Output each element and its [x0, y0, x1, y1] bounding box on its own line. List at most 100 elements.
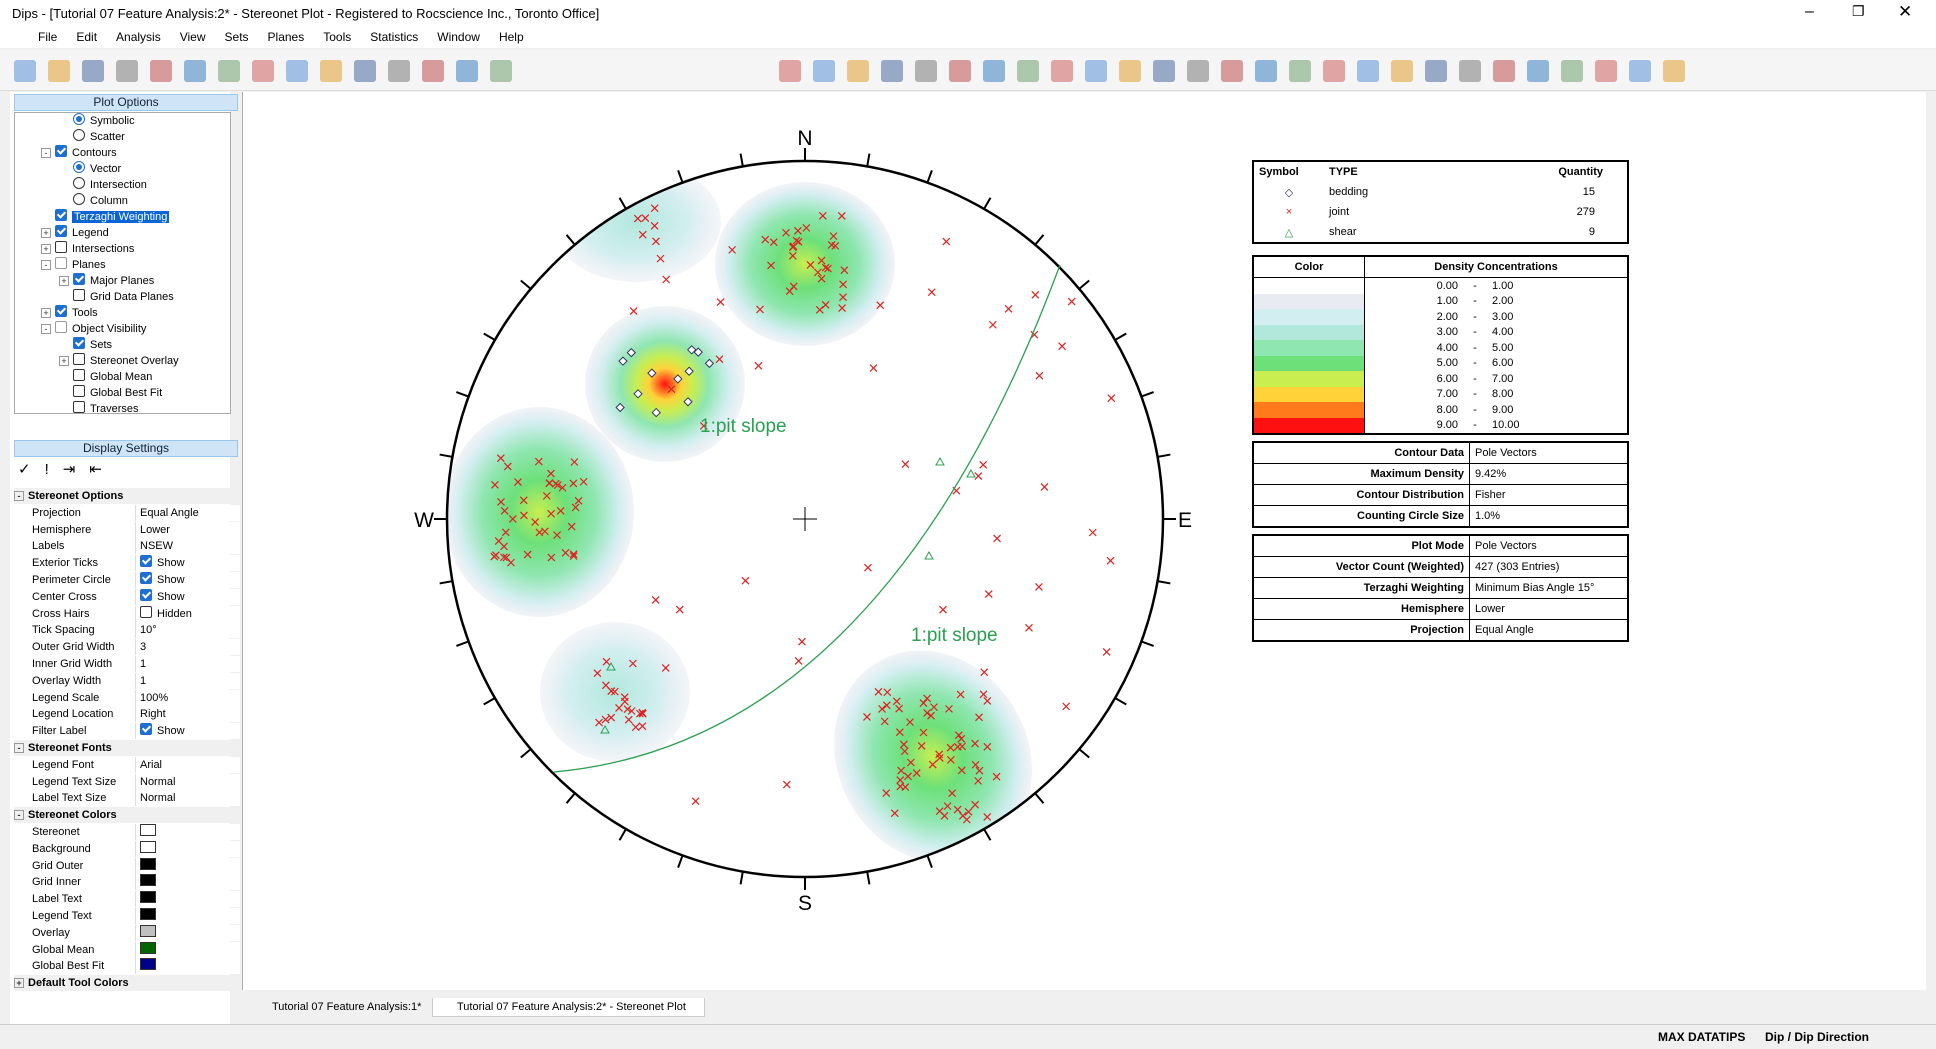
menu-item[interactable]: Tools [323, 30, 352, 44]
toolbar-button[interactable] [388, 60, 410, 82]
toolbar-button[interactable] [1085, 60, 1107, 82]
tree-item[interactable]: Terzaghi Weighting [41, 209, 170, 225]
setting-value[interactable] [135, 908, 240, 924]
setting-value[interactable]: Show [135, 555, 240, 572]
setting-value[interactable] [135, 874, 240, 891]
toolbar-button[interactable] [847, 60, 869, 82]
setting-value[interactable] [135, 924, 240, 941]
toolbar-button[interactable] [1153, 60, 1175, 82]
toolbar-button[interactable] [184, 60, 206, 82]
toolbar-button[interactable] [1357, 60, 1379, 82]
maximize[interactable]: ❐ [1852, 3, 1865, 19]
tree-item[interactable]: Intersection [59, 177, 147, 193]
menu-item[interactable]: Help [498, 30, 524, 44]
toolbar-button[interactable] [82, 60, 104, 82]
setting-value[interactable]: Show [135, 723, 240, 740]
setting-value[interactable]: Equal Angle [135, 504, 240, 521]
toolbar-button[interactable] [218, 60, 240, 82]
menu-item[interactable]: Statistics [370, 30, 419, 44]
menu-item[interactable]: Planes [267, 30, 305, 44]
setting-value[interactable]: 3 [135, 639, 240, 656]
setting-value[interactable]: 10° [135, 622, 240, 639]
toolbar-button[interactable] [915, 60, 937, 82]
group-header[interactable]: + Default Tool Colors [14, 975, 232, 992]
setting-value[interactable] [135, 857, 240, 874]
setting-value[interactable]: NSEW [135, 538, 240, 555]
toolbar-button[interactable] [1187, 60, 1209, 82]
toolbar-button[interactable] [422, 60, 444, 82]
setting-value[interactable] [135, 840, 240, 857]
tree-item[interactable]: + Stereonet Overlay [59, 353, 179, 369]
menu-item[interactable]: File [38, 30, 58, 44]
close[interactable]: ✕ [1898, 2, 1913, 21]
tree-item[interactable]: + Major Planes [59, 273, 154, 289]
toolbar-button[interactable] [1391, 60, 1413, 82]
setting-value[interactable]: 1 [135, 656, 240, 672]
tree-item[interactable]: Vector [59, 161, 121, 177]
toolbar-button[interactable] [813, 60, 835, 82]
setting-value[interactable]: Right [135, 706, 240, 723]
setting-value[interactable]: Arial [135, 756, 240, 773]
toolbar-button[interactable] [490, 60, 512, 82]
toolbar-button[interactable] [983, 60, 1005, 82]
minimize[interactable]: – [1805, 3, 1814, 20]
toolbar-button[interactable] [949, 60, 971, 82]
tab[interactable]: Tutorial 07 Feature Analysis:2* - Stereo… [432, 998, 705, 1017]
toolbar-button[interactable] [320, 60, 342, 82]
setting-value[interactable]: Show [135, 572, 240, 588]
setting-value[interactable]: Hidden [135, 605, 240, 622]
toolbar-button[interactable] [1017, 60, 1039, 82]
tree-item[interactable]: Grid Data Planes [59, 289, 174, 305]
setting-value[interactable] [135, 941, 240, 958]
tree-item[interactable]: Global Best Fit [59, 385, 162, 401]
tree-item[interactable]: Sets [59, 337, 112, 353]
menu-item[interactable]: Window [437, 30, 480, 44]
menu-item[interactable]: Edit [76, 30, 98, 44]
setting-value[interactable]: Normal [135, 790, 240, 807]
setting-value[interactable]: Show [135, 588, 240, 605]
tab[interactable]: Tutorial 07 Feature Analysis:1* [272, 1001, 422, 1013]
setting-value[interactable]: Lower [135, 521, 240, 538]
tree-item[interactable]: Column [59, 193, 128, 209]
tree-item[interactable]: - Object Visibility [41, 321, 146, 337]
toolbar-button[interactable] [1323, 60, 1345, 82]
toolbar-button[interactable] [1595, 60, 1617, 82]
toolbar-button[interactable] [286, 60, 308, 82]
tree-item[interactable]: + Legend [41, 225, 109, 241]
tree-item[interactable]: - Planes [41, 257, 106, 273]
tree-item[interactable]: + Intersections [41, 241, 134, 257]
toolbar-button[interactable] [1051, 60, 1073, 82]
toolbar-button[interactable] [1663, 60, 1685, 82]
toolbar-button[interactable] [1221, 60, 1243, 82]
setting-value[interactable]: 1 [135, 672, 240, 689]
toolbar-button[interactable] [1561, 60, 1583, 82]
group-header[interactable]: - Stereonet Colors [14, 807, 232, 824]
toolbar-button[interactable] [1459, 60, 1481, 82]
tree-item[interactable]: Scatter [59, 129, 125, 145]
menu-item[interactable]: View [179, 30, 206, 44]
toolbar-button[interactable] [150, 60, 172, 82]
toolbar-button[interactable] [881, 60, 903, 82]
setting-value[interactable]: Normal [135, 773, 240, 790]
setting-value[interactable]: 100% [135, 689, 240, 706]
tree-item[interactable]: Global Mean [59, 369, 152, 385]
toolbar-button[interactable] [116, 60, 138, 82]
toolbar-button[interactable] [252, 60, 274, 82]
toolbar-button[interactable] [1255, 60, 1277, 82]
toolbar-button[interactable] [48, 60, 70, 82]
toolbar-button[interactable] [1425, 60, 1447, 82]
toolbar-button[interactable] [1289, 60, 1311, 82]
toolbar-button[interactable] [14, 60, 36, 82]
tree-item[interactable]: Symbolic [59, 113, 135, 129]
setting-value[interactable] [135, 958, 240, 975]
group-header[interactable]: - Stereonet Options [14, 488, 232, 504]
setting-value[interactable] [135, 824, 240, 840]
tree-item[interactable]: Traverses [59, 401, 139, 417]
setting-value[interactable] [135, 891, 240, 908]
tree-item[interactable]: - Contours [41, 145, 117, 161]
toolbar-button[interactable] [354, 60, 376, 82]
toolbar-button[interactable] [1493, 60, 1515, 82]
menu-item[interactable]: Sets [224, 30, 249, 44]
menu-item[interactable]: Analysis [116, 30, 161, 44]
toolbar-button[interactable] [1629, 60, 1651, 82]
